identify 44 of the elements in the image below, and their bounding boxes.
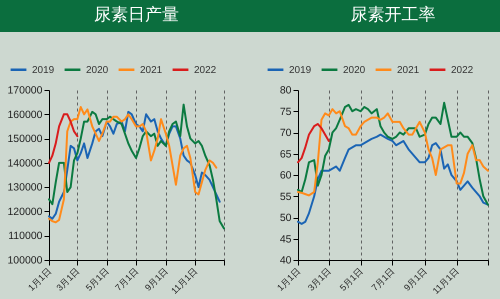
y-tick-label: 75 <box>280 106 292 118</box>
legend-label: 2022 <box>194 64 217 76</box>
y-tick-label: 40 <box>280 254 292 266</box>
y-tick-label: 60 <box>280 170 292 182</box>
legend-label: 2019 <box>32 64 55 76</box>
y-tick-label: 140000 <box>7 157 43 170</box>
y-tick-label: 160000 <box>7 108 43 121</box>
y-tick-label: 55 <box>280 190 292 203</box>
y-tick-label: 150000 <box>7 133 43 146</box>
y-tick-label: 50 <box>280 212 292 224</box>
x-tick-label: 5月1日 <box>84 266 111 293</box>
x-tick-label: 11月1日 <box>169 266 200 296</box>
x-tick-label: 3月1日 <box>306 266 333 293</box>
y-tick-label: 65 <box>280 148 292 160</box>
y-tick-label: 70 <box>280 127 292 139</box>
y-tick-label: 100000 <box>7 254 43 266</box>
x-tick-label: 3月1日 <box>54 266 82 293</box>
x-tick-label: 9月1日 <box>402 266 429 293</box>
x-tick-label: 1月1日 <box>275 266 302 293</box>
legend-label: 2021 <box>397 64 420 76</box>
x-tick-label: 9月1日 <box>142 266 170 293</box>
y-tick-label: 80 <box>280 84 292 96</box>
line-series <box>297 102 489 206</box>
x-tick-label: 5月1日 <box>338 266 365 293</box>
x-tick-label: 11月1日 <box>430 266 461 296</box>
y-tick-label: 45 <box>280 233 292 246</box>
x-tick-label: 7月1日 <box>113 266 140 293</box>
x-tick-label: 7月1日 <box>370 266 397 293</box>
y-tick-label: 110000 <box>8 230 43 242</box>
line-series <box>297 108 489 196</box>
legend-label: 2022 <box>451 64 474 76</box>
legend-label: 2020 <box>86 64 109 76</box>
chart-title: 尿素开工率 <box>350 5 436 24</box>
line-series <box>297 134 489 225</box>
y-tick-label: 170000 <box>7 84 43 96</box>
y-tick-label: 120000 <box>7 206 43 218</box>
x-tick-label: 1月1日 <box>26 266 54 293</box>
legend-label: 2019 <box>289 64 312 76</box>
chart-title: 尿素日产量 <box>94 5 179 24</box>
legend-label: 2021 <box>140 64 163 76</box>
y-tick-label: 130000 <box>7 182 43 194</box>
line-series <box>48 113 78 164</box>
legend-label: 2020 <box>343 64 366 76</box>
line-series <box>297 123 330 164</box>
